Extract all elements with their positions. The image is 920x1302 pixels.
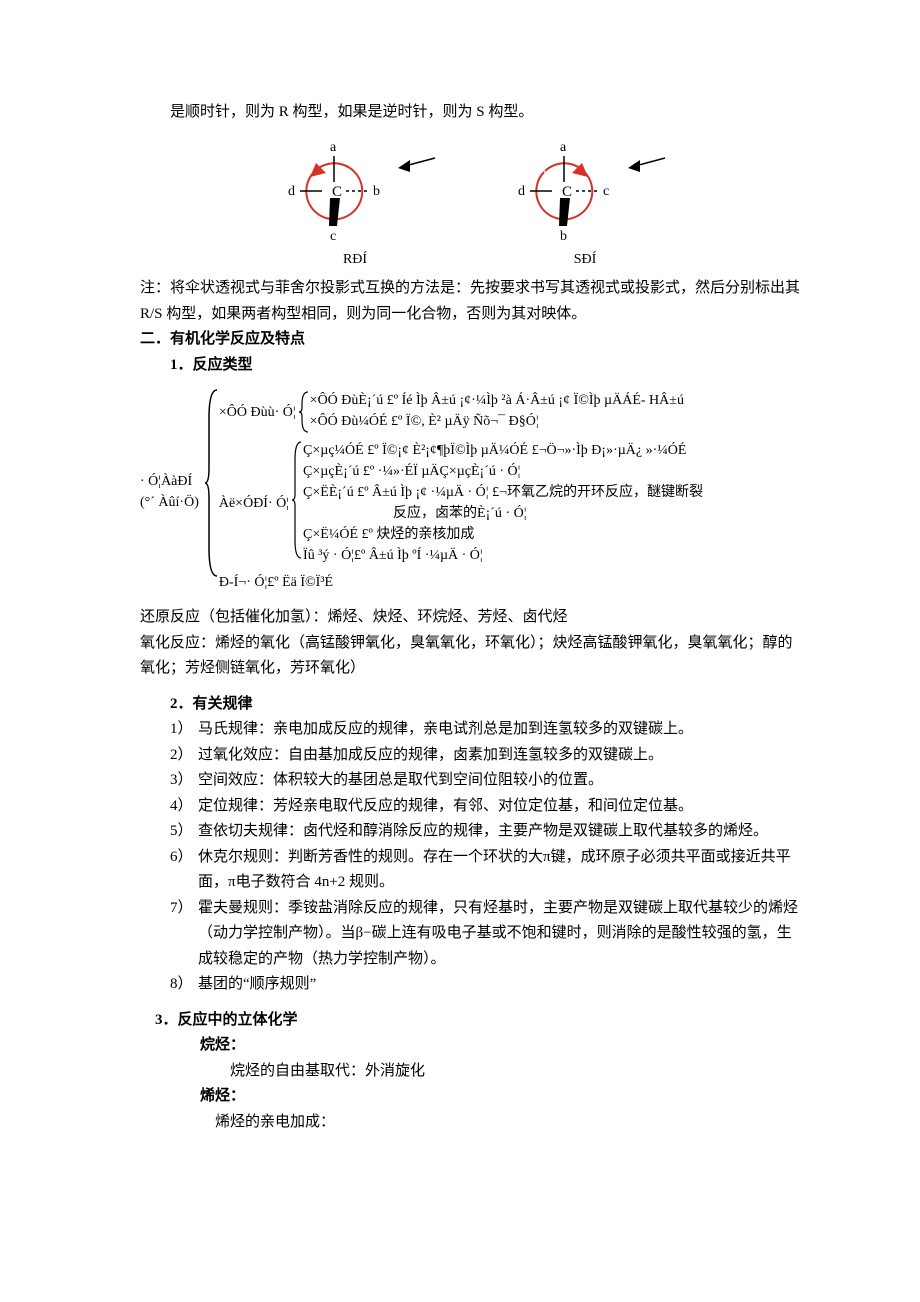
rule-text: 查依切夫规律：卤代烃和醇消除反应的规律，主要产物是双键碳上取代基较多的烯烃。: [198, 819, 800, 845]
stereo-1-sub: 烷烃的自由基取代：外消旋化: [140, 1059, 800, 1085]
branch2-c: Ç×ËÈ¡´ú £º Â±ú Ìþ ¡¢ ·¼µÄ · Ó¦ £¬环氧乙烷的开环…: [303, 482, 703, 503]
svg-text:d: d: [288, 184, 295, 199]
note-1: 注：将伞状透视式与菲舍尔投影式互换的方法是：先按要求书写其透视式或投影式，然后分…: [140, 276, 800, 327]
brace-icon: [291, 440, 303, 560]
rule-text: 过氧化效应：自由基加成反应的规律，卤素加到连氢较多的双键碳上。: [198, 743, 800, 769]
branch1-b: ×ÔÓ Đù¼ÓÉ £º Ï©, È² µÄÿ Ñõ¬¯ Đ§Ó¦: [310, 411, 684, 432]
rule-item: 8）基团的“顺序规则”: [140, 972, 800, 998]
after-bracket-2: 氧化反应：烯烃的氧化（高锰酸钾氧化，臭氧氧化，环氧化）；炔烃高锰酸钾氧化，臭氧氧…: [140, 631, 800, 682]
rule-text: 定位规律：芳烃亲电取代反应的规律，有邻、对位定位基，和间位定位基。: [198, 794, 800, 820]
stereo-1: 烷烃：: [140, 1033, 800, 1059]
rule-number: 8）: [170, 972, 198, 998]
bracket-root-2: (°´ Àûí·Ö): [140, 492, 199, 513]
svg-text:c: c: [330, 229, 336, 244]
section-2-1: 1．反应类型: [140, 353, 800, 379]
rule-number: 2）: [170, 743, 198, 769]
r-config-svg: C a b d c: [270, 136, 440, 246]
rule-number: 6）: [170, 845, 198, 896]
top-line: 是顺时针，则为 R 构型，如果是逆时针，则为 S 构型。: [140, 100, 800, 126]
branch2-a: Ç×µç¼ÓÉ £º Ï©¡¢ È²¡¢¶þÏ©Ìþ µÄ¼ÓÉ £¬Ö¬»·Ì…: [303, 440, 703, 461]
branch2-e: Ïû ³ý · Ó¦£º Â±ú Ìþ ºÍ ·¼µÄ · Ó¦: [303, 545, 703, 566]
brace-icon: [203, 388, 219, 578]
rule-item: 1）马氏规律：亲电加成反应的规律，亲电试剂总是加到连氢较多的双键碳上。: [140, 717, 800, 743]
branch2-b: Ç×µçÈ¡´ú £º ·¼»·ÉÏ µÄÇ×µçÈ¡´ú · Ó¦: [303, 461, 703, 482]
rule-item: 3）空间效应：体积较大的基团总是取代到空间位阻较小的位置。: [140, 768, 800, 794]
stereo-2-sub: 烯烃的亲电加成：: [140, 1110, 800, 1136]
svg-text:a: a: [330, 140, 337, 155]
svg-text:C: C: [332, 184, 342, 200]
after-bracket-1: 还原反应（包括催化加氢）：烯烃、炔烃、环烷烃、芳烃、卤代烃: [140, 605, 800, 631]
reaction-type-bracket: · Ó¦ÀàÐÍ (°´ Àûí·Ö) ×ÔÓ Đùù· Ó¦ ×ÔÓ ĐùÈ¡…: [140, 388, 800, 595]
bracket-root-1: · Ó¦ÀàÐÍ: [140, 471, 199, 492]
svg-text:b: b: [373, 184, 380, 199]
rule-item: 5）查依切夫规律：卤代烃和醇消除反应的规律，主要产物是双键碳上取代基较多的烯烃。: [140, 819, 800, 845]
section-2-3: 3．反应中的立体化学: [140, 1008, 800, 1034]
brace-icon: [298, 390, 310, 434]
rule-text: 霍夫曼规则：季铵盐消除反应的规律，只有烃基时，主要产物是双键碳上取代基较少的烯烃…: [198, 896, 800, 973]
rule-number: 3）: [170, 768, 198, 794]
svg-text:d: d: [518, 184, 525, 199]
rule-text: 空间效应：体积较大的基团总是取代到空间位阻较小的位置。: [198, 768, 800, 794]
rule-text: 基团的“顺序规则”: [198, 972, 800, 998]
rule-number: 1）: [170, 717, 198, 743]
rule-text: 休克尔规则：判断芳香性的规则。存在一个环状的大π键，成环原子必须共平面或接近共平…: [198, 845, 800, 896]
section-2-2: 2．有关规律: [140, 692, 800, 718]
rule-number: 4）: [170, 794, 198, 820]
branch1-a: ×ÔÓ ĐùÈ¡´ú £º Íé Ìþ Â±ú ¡¢·¼Ìþ ²à Á·Â±ú …: [310, 390, 684, 411]
svg-text:c: c: [603, 184, 609, 199]
rule-number: 7）: [170, 896, 198, 973]
rule-text: 马氏规律：亲电加成反应的规律，亲电试剂总是加到连氢较多的双键碳上。: [198, 717, 800, 743]
svg-text:a: a: [560, 140, 567, 155]
s-config-svg: C a c d b: [500, 136, 670, 246]
rule-item: 2）过氧化效应：自由基加成反应的规律，卤素加到连氢较多的双键碳上。: [140, 743, 800, 769]
r-label: RĐÍ: [343, 248, 367, 272]
branch2-c2: 反应，卤苯的È¡´ú · Ó¦: [303, 503, 703, 524]
section-2-title: 二．有机化学反应及特点: [140, 327, 800, 353]
rule-item: 4）定位规律：芳烃亲电取代反应的规律，有邻、对位定位基，和间位定位基。: [140, 794, 800, 820]
rule-item: 6）休克尔规则：判断芳香性的规则。存在一个环状的大π键，成环原子必须共平面或接近…: [140, 845, 800, 896]
s-config-figure: C a c d b SĐÍ: [500, 136, 670, 272]
svg-text:C: C: [562, 184, 572, 200]
branch2-label: Àë×ÓÐÍ· Ó¦: [219, 493, 291, 514]
rule-number: 5）: [170, 819, 198, 845]
s-label: SĐÍ: [574, 248, 597, 272]
svg-text:b: b: [560, 229, 567, 244]
branch2-d: Ç×Ë¼ÓÉ £º 炔烃的亲核加成: [303, 524, 703, 545]
rules-list: 1）马氏规律：亲电加成反应的规律，亲电试剂总是加到连氢较多的双键碳上。2）过氧化…: [140, 717, 800, 998]
branch1-label: ×ÔÓ Đùù· Ó¦: [219, 402, 298, 423]
rule-item: 7）霍夫曼规则：季铵盐消除反应的规律，只有烃基时，主要产物是双键碳上取代基较少的…: [140, 896, 800, 973]
r-config-figure: C a b d c RĐÍ: [270, 136, 440, 272]
branch3: Đ-Í¬· Ó¦£º Ëä Ï©Ï³É: [219, 572, 703, 593]
stereo-2: 烯烃：: [140, 1084, 800, 1110]
chirality-figures: C a b d c RĐÍ C a c: [140, 136, 800, 272]
